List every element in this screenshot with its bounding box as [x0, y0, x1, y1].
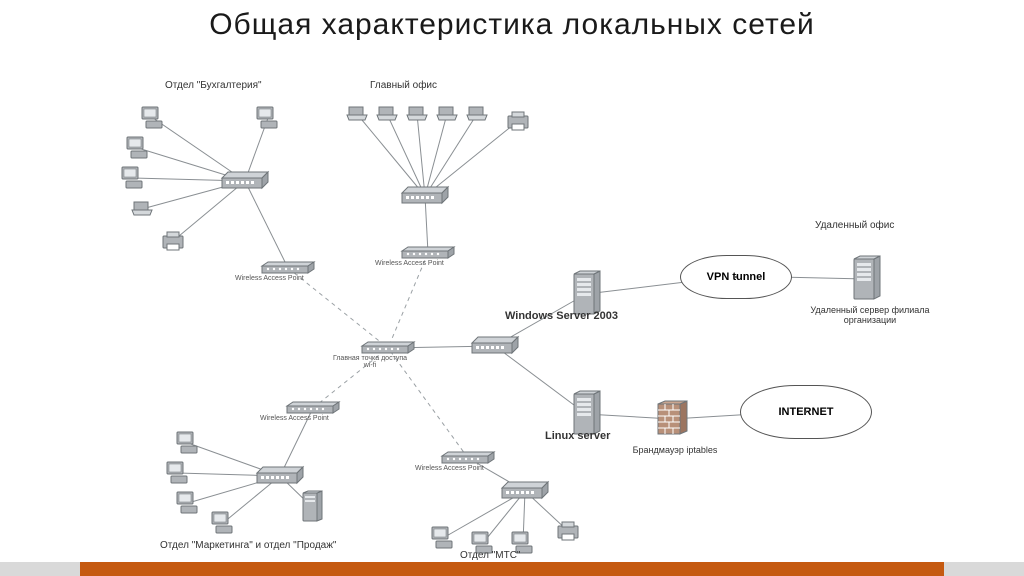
wap-icon — [360, 340, 416, 356]
server-icon — [850, 255, 882, 303]
switch-icon — [220, 170, 270, 192]
label-remote_server: Удаленный сервер филиала организации — [795, 305, 945, 325]
cloud-vpn_cloud: VPN tunnel — [680, 255, 792, 299]
firewall-icon — [655, 400, 689, 438]
label-marketing: Отдел "Маркетинга" и отдел "Продаж" — [160, 540, 336, 551]
laptop-icon — [405, 105, 429, 123]
pc-icon — [255, 105, 281, 131]
printer-icon — [505, 110, 531, 132]
laptop-icon — [375, 105, 399, 123]
label-win_server: Windows Server 2003 — [505, 310, 618, 322]
switch-icon — [500, 480, 550, 502]
wap-icon — [400, 245, 456, 261]
switch-icon — [400, 185, 450, 207]
laptop-icon — [435, 105, 459, 123]
pc-icon — [430, 525, 456, 551]
label-firewall: Брандмауэр iptables — [630, 445, 720, 455]
pc-icon — [125, 135, 151, 161]
page-title: Общая характеристика локальных сетей — [0, 8, 1024, 42]
pc-icon — [120, 165, 146, 191]
wap-icon — [285, 400, 341, 416]
pc-icon — [210, 510, 236, 536]
laptop-icon — [465, 105, 489, 123]
label-dept_accounting: Отдел "Бухгалтерия" — [165, 80, 262, 91]
server-sm-icon — [300, 490, 324, 524]
label-linux_server: Linux server — [545, 430, 610, 442]
label-wap: Wireless Access Point — [415, 465, 484, 472]
pc-icon — [140, 105, 166, 131]
switch-icon — [470, 335, 520, 357]
switch-icon — [255, 465, 305, 487]
diagram-stage: VPN tunnel INTERNET — [0, 50, 1024, 562]
label-mtc: Отдел "МТС" — [460, 550, 520, 561]
pc-icon — [175, 430, 201, 456]
label-main_wap: Главная точка доступа wi-fi — [330, 355, 410, 369]
cloud-net_cloud: INTERNET — [740, 385, 872, 439]
pc-icon — [175, 490, 201, 516]
pc-icon — [165, 460, 191, 486]
laptop-icon — [130, 200, 154, 218]
printer-icon — [160, 230, 186, 252]
footer-band — [0, 562, 1024, 576]
label-remote_office: Удаленный офис — [815, 220, 894, 231]
label-main_office: Главный офис — [370, 80, 437, 91]
label-wap: Wireless Access Point — [260, 415, 329, 422]
printer-icon — [555, 520, 581, 542]
wap-icon — [440, 450, 496, 466]
wap-icon — [260, 260, 316, 276]
footer-accent — [80, 562, 944, 576]
laptop-icon — [345, 105, 369, 123]
label-wap: Wireless Access Point — [235, 275, 304, 282]
label-wap: Wireless Access Point — [375, 260, 444, 267]
